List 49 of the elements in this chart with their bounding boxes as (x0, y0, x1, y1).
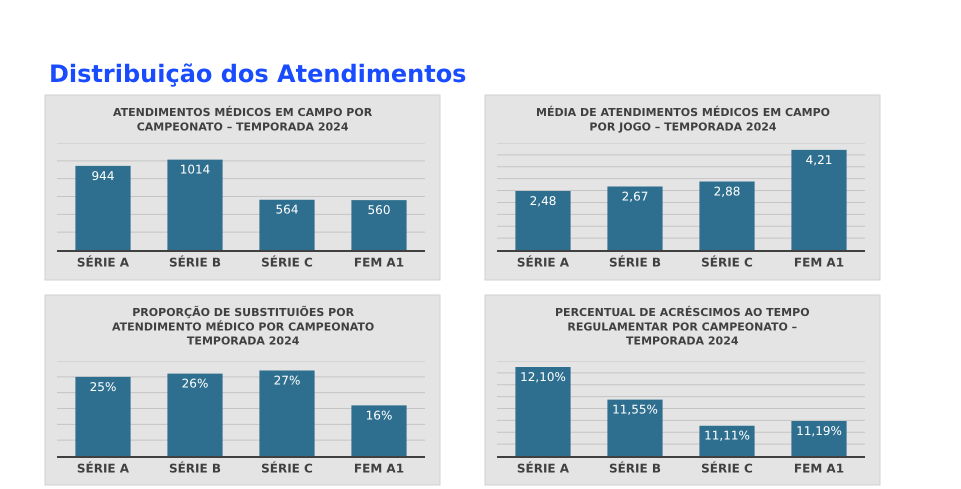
bar (75, 376, 131, 456)
data-label: 26% (182, 376, 208, 391)
chart-title: PERCENTUAL DE ACRÉSCIMOS AO TEMPO REGULAMENTAR POR CAMPEONATO – TEMPORADA 2024 (555, 305, 810, 348)
x-tick-label: SÉRIE B (168, 254, 222, 270)
chart-title: PROPORÇÃO DE SUBSTITUIÕES POR ATENDIMENTO MÉDICO POR CAMPEONATO TEMPORADA 2024 (112, 305, 374, 348)
x-tick-label: SÉRIE A (76, 254, 130, 270)
x-tick-label: SÉRIE A (76, 460, 130, 476)
data-label: 16% (366, 408, 392, 422)
data-label: 4,21 (806, 152, 832, 167)
bar (167, 374, 223, 456)
chart-title: MÉDIA DE ATENDIMENTOS MÉDICOS EM CAMPO POR JOGO – TEMPORADA 2024 (536, 105, 830, 134)
data-label: 2,48 (530, 194, 556, 208)
bar (75, 166, 131, 250)
x-tick-label: SÉRIE C (701, 254, 754, 270)
bar (167, 160, 223, 250)
bar (259, 200, 315, 250)
data-label: 2,67 (622, 190, 648, 204)
bar (351, 405, 407, 456)
x-tick-label: FEM A1 (354, 255, 404, 270)
bar (515, 191, 571, 250)
data-label: 27% (274, 374, 300, 388)
chart-title: ATENDIMENTOS MÉDICOS EM CAMPO POR CAMPEONATO – TEMPORADA 2024 (113, 105, 373, 134)
bar (791, 150, 847, 250)
bar (699, 182, 755, 250)
text: Distribuição dos Atendimentos (49, 60, 466, 88)
bar (607, 186, 663, 250)
data-label: 944 (92, 168, 114, 183)
data-label: 564 (276, 202, 298, 217)
x-tick-label: SÉRIE C (261, 460, 314, 476)
data-label: 12,10% (520, 370, 566, 384)
x-tick-label: SÉRIE A (516, 254, 570, 270)
x-tick-label: SÉRIE C (261, 254, 314, 270)
x-tick-label: FEM A1 (794, 461, 844, 476)
x-tick-label: SÉRIE C (701, 460, 754, 476)
x-tick-label: SÉRIE A (516, 460, 570, 476)
data-label: 1014 (180, 162, 210, 177)
x-tick-label: SÉRIE B (608, 460, 662, 476)
data-label: 11,11% (704, 428, 750, 443)
data-label: 560 (368, 203, 390, 218)
data-label: 11,19% (796, 424, 842, 438)
x-tick-label: SÉRIE B (168, 460, 222, 476)
x-tick-label: SÉRIE B (608, 254, 662, 270)
x-tick-label: FEM A1 (794, 255, 844, 270)
data-label: 25% (90, 380, 116, 394)
x-tick-label: FEM A1 (354, 461, 404, 476)
data-label: 11,55% (612, 402, 658, 417)
bar (259, 370, 315, 456)
bar (351, 200, 407, 250)
data-label: 2,88 (714, 184, 740, 199)
